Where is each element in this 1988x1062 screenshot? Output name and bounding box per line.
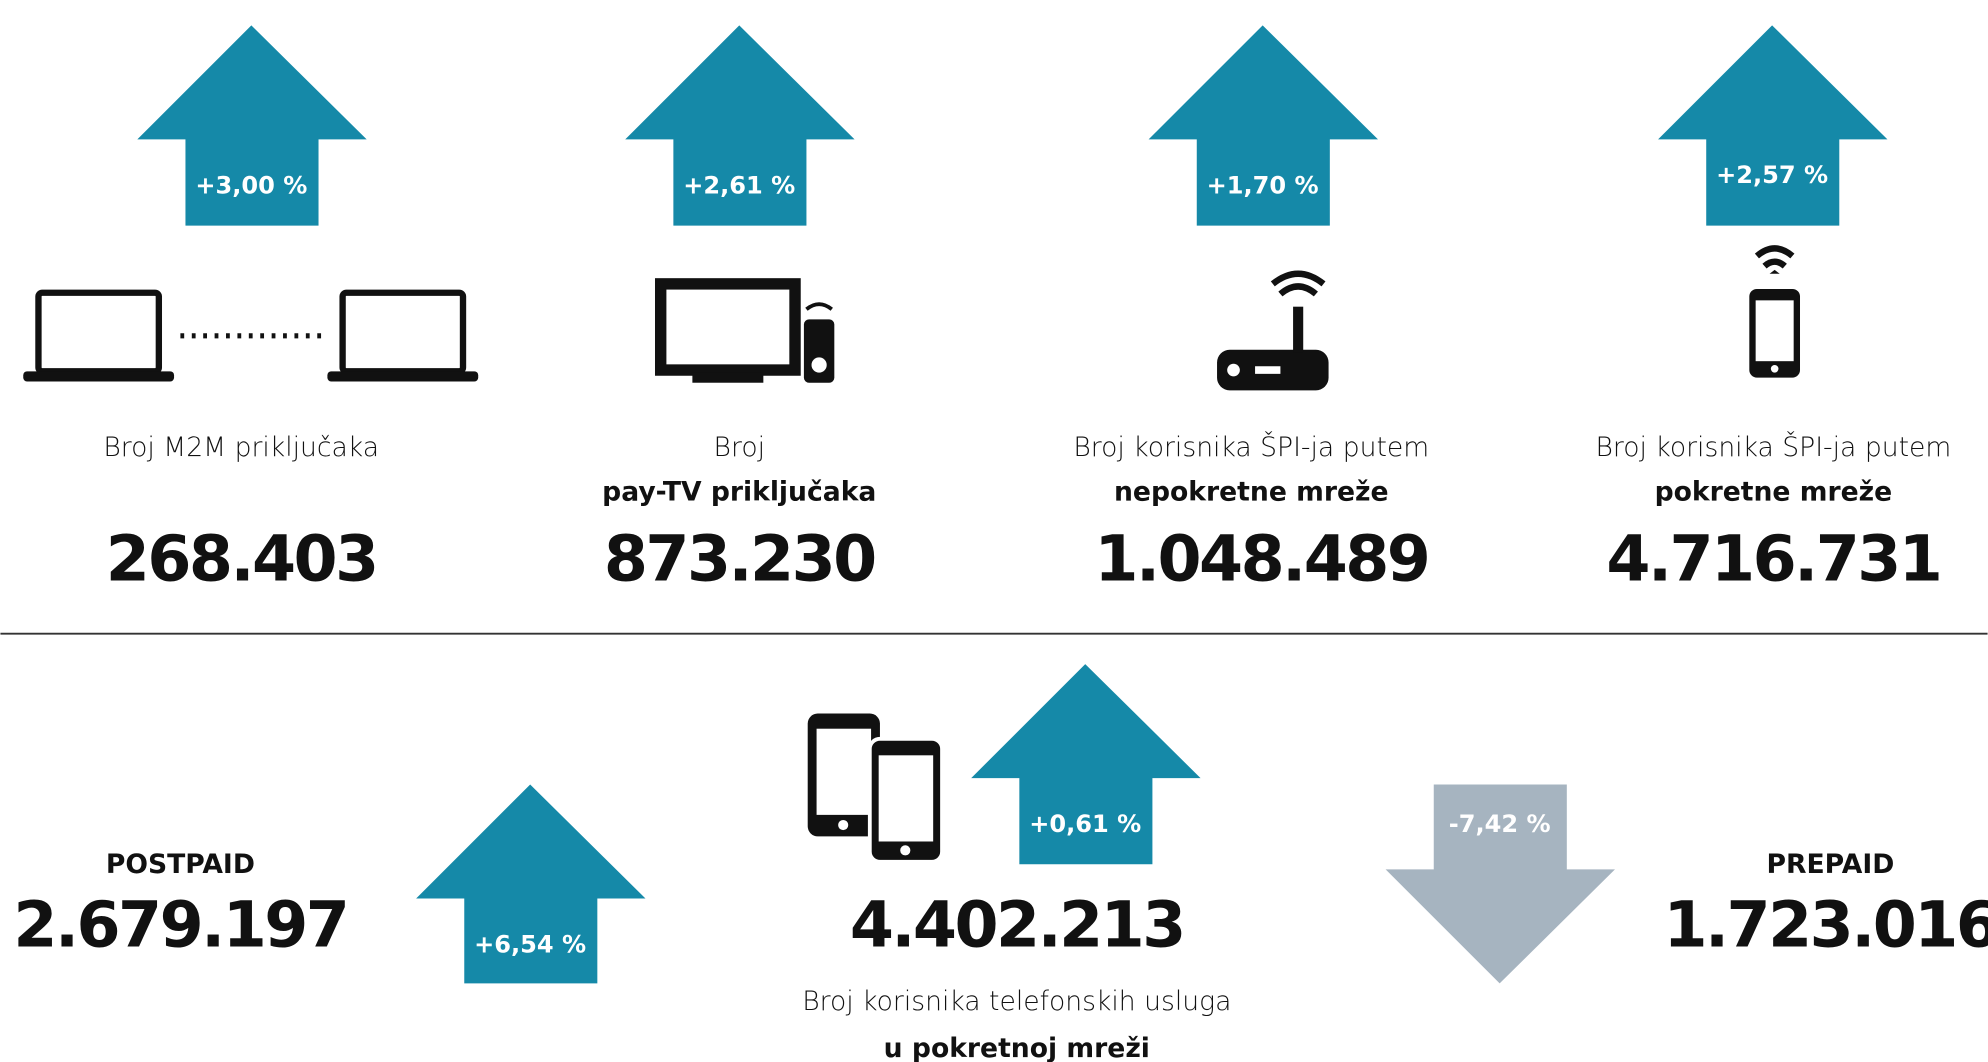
mobile-icon: [1749, 245, 1801, 378]
change: +1,70 %: [1207, 171, 1319, 199]
label-bold: nepokretne mreže: [1114, 476, 1389, 507]
up-arrow: [416, 784, 646, 984]
down-arrow: [1385, 784, 1615, 984]
label: Broj korisnika ŠPI-ja putem: [1595, 431, 1951, 463]
label: Broj korisnika telefonskih usluga: [802, 986, 1231, 1017]
prepaid-label: PREPAID: [1767, 849, 1895, 880]
router-icon: [1217, 270, 1329, 391]
label: Broj M2M priključaka: [103, 432, 379, 463]
value: 1.048.489: [1094, 521, 1428, 595]
label-bold: pokretne mreže: [1655, 476, 1893, 507]
phones-icon: [807, 713, 944, 864]
label: Broj: [714, 432, 765, 463]
change: +2,61 %: [683, 171, 795, 199]
value: 268.403: [106, 521, 377, 595]
label-bold: u pokretnoj mreži: [884, 1033, 1150, 1062]
value: 873.230: [604, 521, 875, 595]
m2m-icon: [23, 289, 479, 382]
change: +6,54 %: [474, 930, 586, 958]
label: Broj korisnika ŠPI-ja putem: [1073, 431, 1429, 463]
value: 4.402.213: [850, 888, 1184, 962]
change: +2,57 %: [1716, 161, 1828, 189]
value: 2.679.197: [13, 888, 347, 962]
change: -7,42 %: [1449, 810, 1551, 838]
postpaid-label: POSTPAID: [106, 849, 255, 880]
tv-icon: [654, 278, 835, 383]
up-arrow: [971, 664, 1201, 865]
value: 4.716.731: [1606, 521, 1940, 595]
change: +0,61 %: [1029, 810, 1141, 838]
up-arrow: [1148, 25, 1378, 226]
change: +3,00 %: [195, 171, 307, 199]
up-arrow: [137, 25, 367, 226]
up-arrow: [625, 25, 855, 226]
label-bold: pay-TV priključaka: [602, 476, 876, 507]
up-arrow: [1658, 25, 1888, 226]
value: 1.723.016: [1663, 888, 1988, 962]
